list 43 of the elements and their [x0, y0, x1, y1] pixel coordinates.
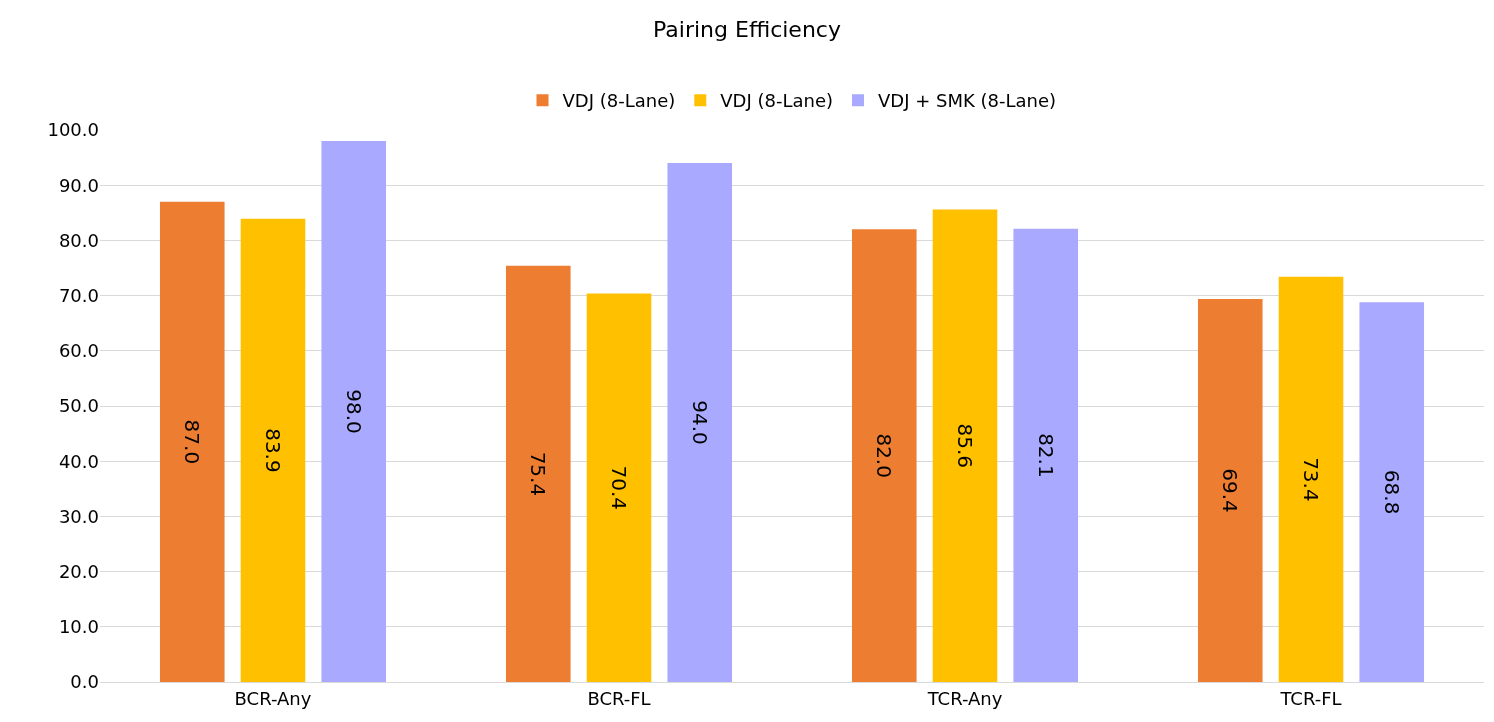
bar	[1197, 298, 1263, 682]
bar	[586, 293, 652, 682]
bar	[505, 265, 571, 682]
data-label: 70.4	[607, 465, 631, 510]
y-tick-label: 40.0	[58, 450, 99, 472]
data-label: 98.0	[341, 389, 366, 434]
bar	[932, 209, 998, 682]
x-tick-label: TCR-FL	[1279, 687, 1342, 709]
data-label: 68.8	[1379, 469, 1404, 515]
bar	[240, 218, 306, 682]
data-label: 83.9	[261, 428, 285, 473]
bar	[1013, 228, 1079, 682]
y-tick-label: 60.0	[58, 340, 99, 362]
x-tick-label: BCR-Any	[234, 687, 312, 709]
legend-label: VDJ (8-Lane)	[562, 90, 676, 112]
y-tick-label: 10.0	[58, 616, 99, 638]
legend-label: VDJ (8-Lane)	[720, 90, 833, 112]
chart-title: Pairing Efficiency	[653, 17, 841, 43]
bar	[1359, 302, 1425, 682]
data-label: 73.4	[1299, 457, 1323, 502]
data-label: 75.4	[526, 451, 551, 497]
bar	[321, 141, 387, 682]
y-tick-label: 30.0	[58, 505, 99, 527]
y-tick-label: 0.0	[70, 671, 99, 693]
x-tick-label: TCR-Any	[926, 687, 1003, 709]
data-label: 87.0	[180, 419, 205, 465]
y-tick-label: 50.0	[58, 395, 99, 417]
y-tick-label: 80.0	[58, 229, 99, 251]
y-tick-label: 20.0	[58, 560, 99, 582]
data-label: 69.4	[1218, 468, 1243, 513]
x-tick-label: BCR-FL	[587, 687, 651, 709]
data-label: 85.6	[953, 423, 977, 469]
legend-label: VDJ + SMK (8-Lane)	[878, 90, 1057, 112]
y-tick-label: 100.0	[47, 119, 99, 141]
y-tick-label: 70.0	[58, 284, 99, 306]
bar	[667, 163, 733, 682]
bar	[159, 201, 225, 682]
data-label: 82.1	[1033, 433, 1058, 478]
bar	[1278, 276, 1344, 682]
y-tick-label: 90.0	[58, 174, 99, 196]
data-label: 94.0	[687, 400, 712, 445]
bar	[851, 229, 917, 682]
data-label: 82.0	[872, 433, 897, 478]
